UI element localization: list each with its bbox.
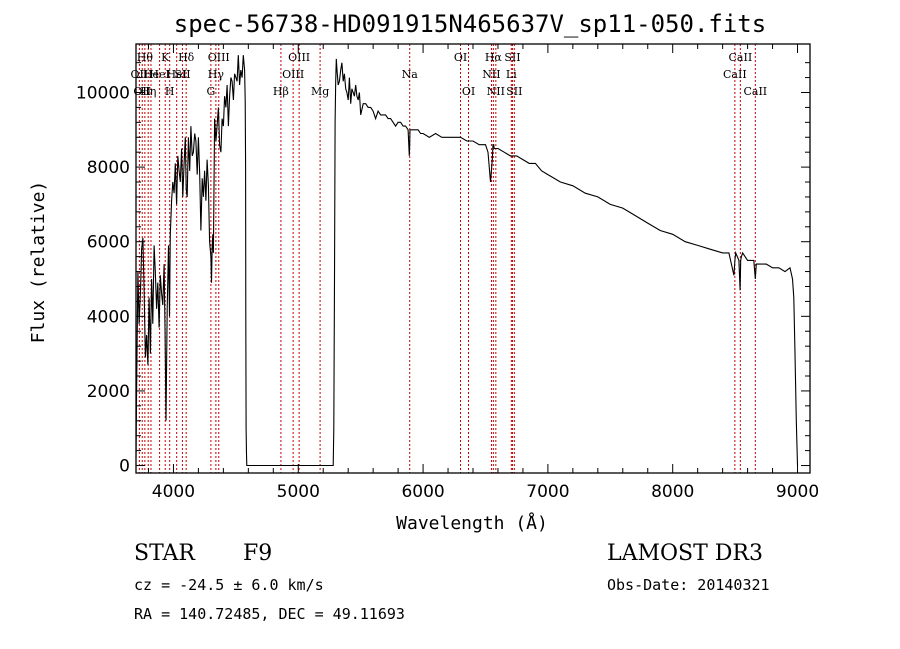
spectral-line-label: Hθ [137, 51, 154, 64]
y-tick-label: 0 [119, 457, 130, 477]
spectral-line-label: OI [454, 51, 467, 64]
spectral-line-label: SII [504, 51, 520, 64]
spectral-line-label: Mg [311, 85, 329, 98]
obs-date-text: Obs-Date: 20140321 [607, 576, 770, 594]
y-tick-label: 4000 [87, 307, 130, 327]
spectral-line-label: CaII [723, 68, 747, 81]
chart-title: spec-56738-HD091915N465637V_sp11-050.fit… [174, 10, 766, 38]
x-tick-label: 9000 [776, 482, 819, 502]
spectral-line-label: Hγ [208, 68, 225, 81]
spectral-line-label: OI [462, 85, 475, 98]
x-tick-labels: 4000 5000 6000 7000 8000 9000 [152, 482, 819, 502]
object-subclass: F9 [243, 541, 272, 566]
x-tick-label: 5000 [277, 482, 320, 502]
survey-name: LAMOST DR3 [607, 541, 763, 566]
spectral-line-label: OIII [288, 51, 310, 64]
spectral-line-labels: OIIOIIHθHηHeHeIKHHeISIIHδGHγOIIIHβOIIIOI… [131, 51, 768, 98]
y-tick-label: 2000 [87, 382, 130, 402]
spectrum-line [135, 55, 799, 467]
x-tick-label: 4000 [152, 482, 195, 502]
axis-ticks [136, 44, 810, 473]
spectral-line-label: K [161, 51, 170, 64]
x-axis-label: Wavelength (Å) [396, 512, 548, 534]
spectral-line-label: HeI [166, 68, 186, 81]
y-tick-label: 6000 [87, 233, 130, 253]
spectral-line-label: He [143, 68, 159, 81]
x-tick-label: 8000 [651, 482, 694, 502]
y-tick-label: 10000 [76, 83, 130, 103]
plot-frame [135, 43, 811, 474]
spectral-line-label: HeI [149, 68, 169, 81]
y-tick-labels: 0 2000 4000 6000 8000 10000 [76, 83, 130, 476]
spectral-line-label: G [206, 85, 215, 98]
spectral-line-label: Na [402, 68, 419, 81]
spectral-line-markers [138, 44, 756, 473]
y-axis-label: Flux (relative) [28, 181, 49, 344]
spectral-line-label: OII [133, 85, 151, 98]
x-tick-label: 7000 [526, 482, 569, 502]
spectral-line-label: OIII [208, 51, 230, 64]
spectral-line-label: CaII [743, 85, 767, 98]
spectral-line-label: NII [487, 85, 505, 98]
spectral-line-label: SII [174, 68, 190, 81]
spectral-line-label: SII [506, 85, 522, 98]
spectral-line-label: CaII [729, 51, 753, 64]
y-tick-label: 8000 [87, 158, 130, 178]
spectral-line-label: Hα [485, 51, 503, 64]
spectral-line-label: Hη [140, 85, 156, 98]
spectral-line-label: Hδ [178, 51, 195, 64]
redshift-text: cz = -24.5 ± 6.0 km/s [134, 576, 324, 594]
spectral-line-label: H [165, 85, 175, 98]
spectral-line-label: Li [506, 68, 517, 81]
coordinates-text: RA = 140.72485, DEC = 49.11693 [134, 605, 405, 623]
spectral-line-label: OII [131, 68, 149, 81]
spectral-line-label: Hβ [273, 85, 289, 98]
spectral-line-label: OIII [282, 68, 304, 81]
spectral-line-label: NII [482, 68, 500, 81]
object-class: STAR [134, 541, 196, 566]
x-tick-label: 6000 [401, 482, 444, 502]
